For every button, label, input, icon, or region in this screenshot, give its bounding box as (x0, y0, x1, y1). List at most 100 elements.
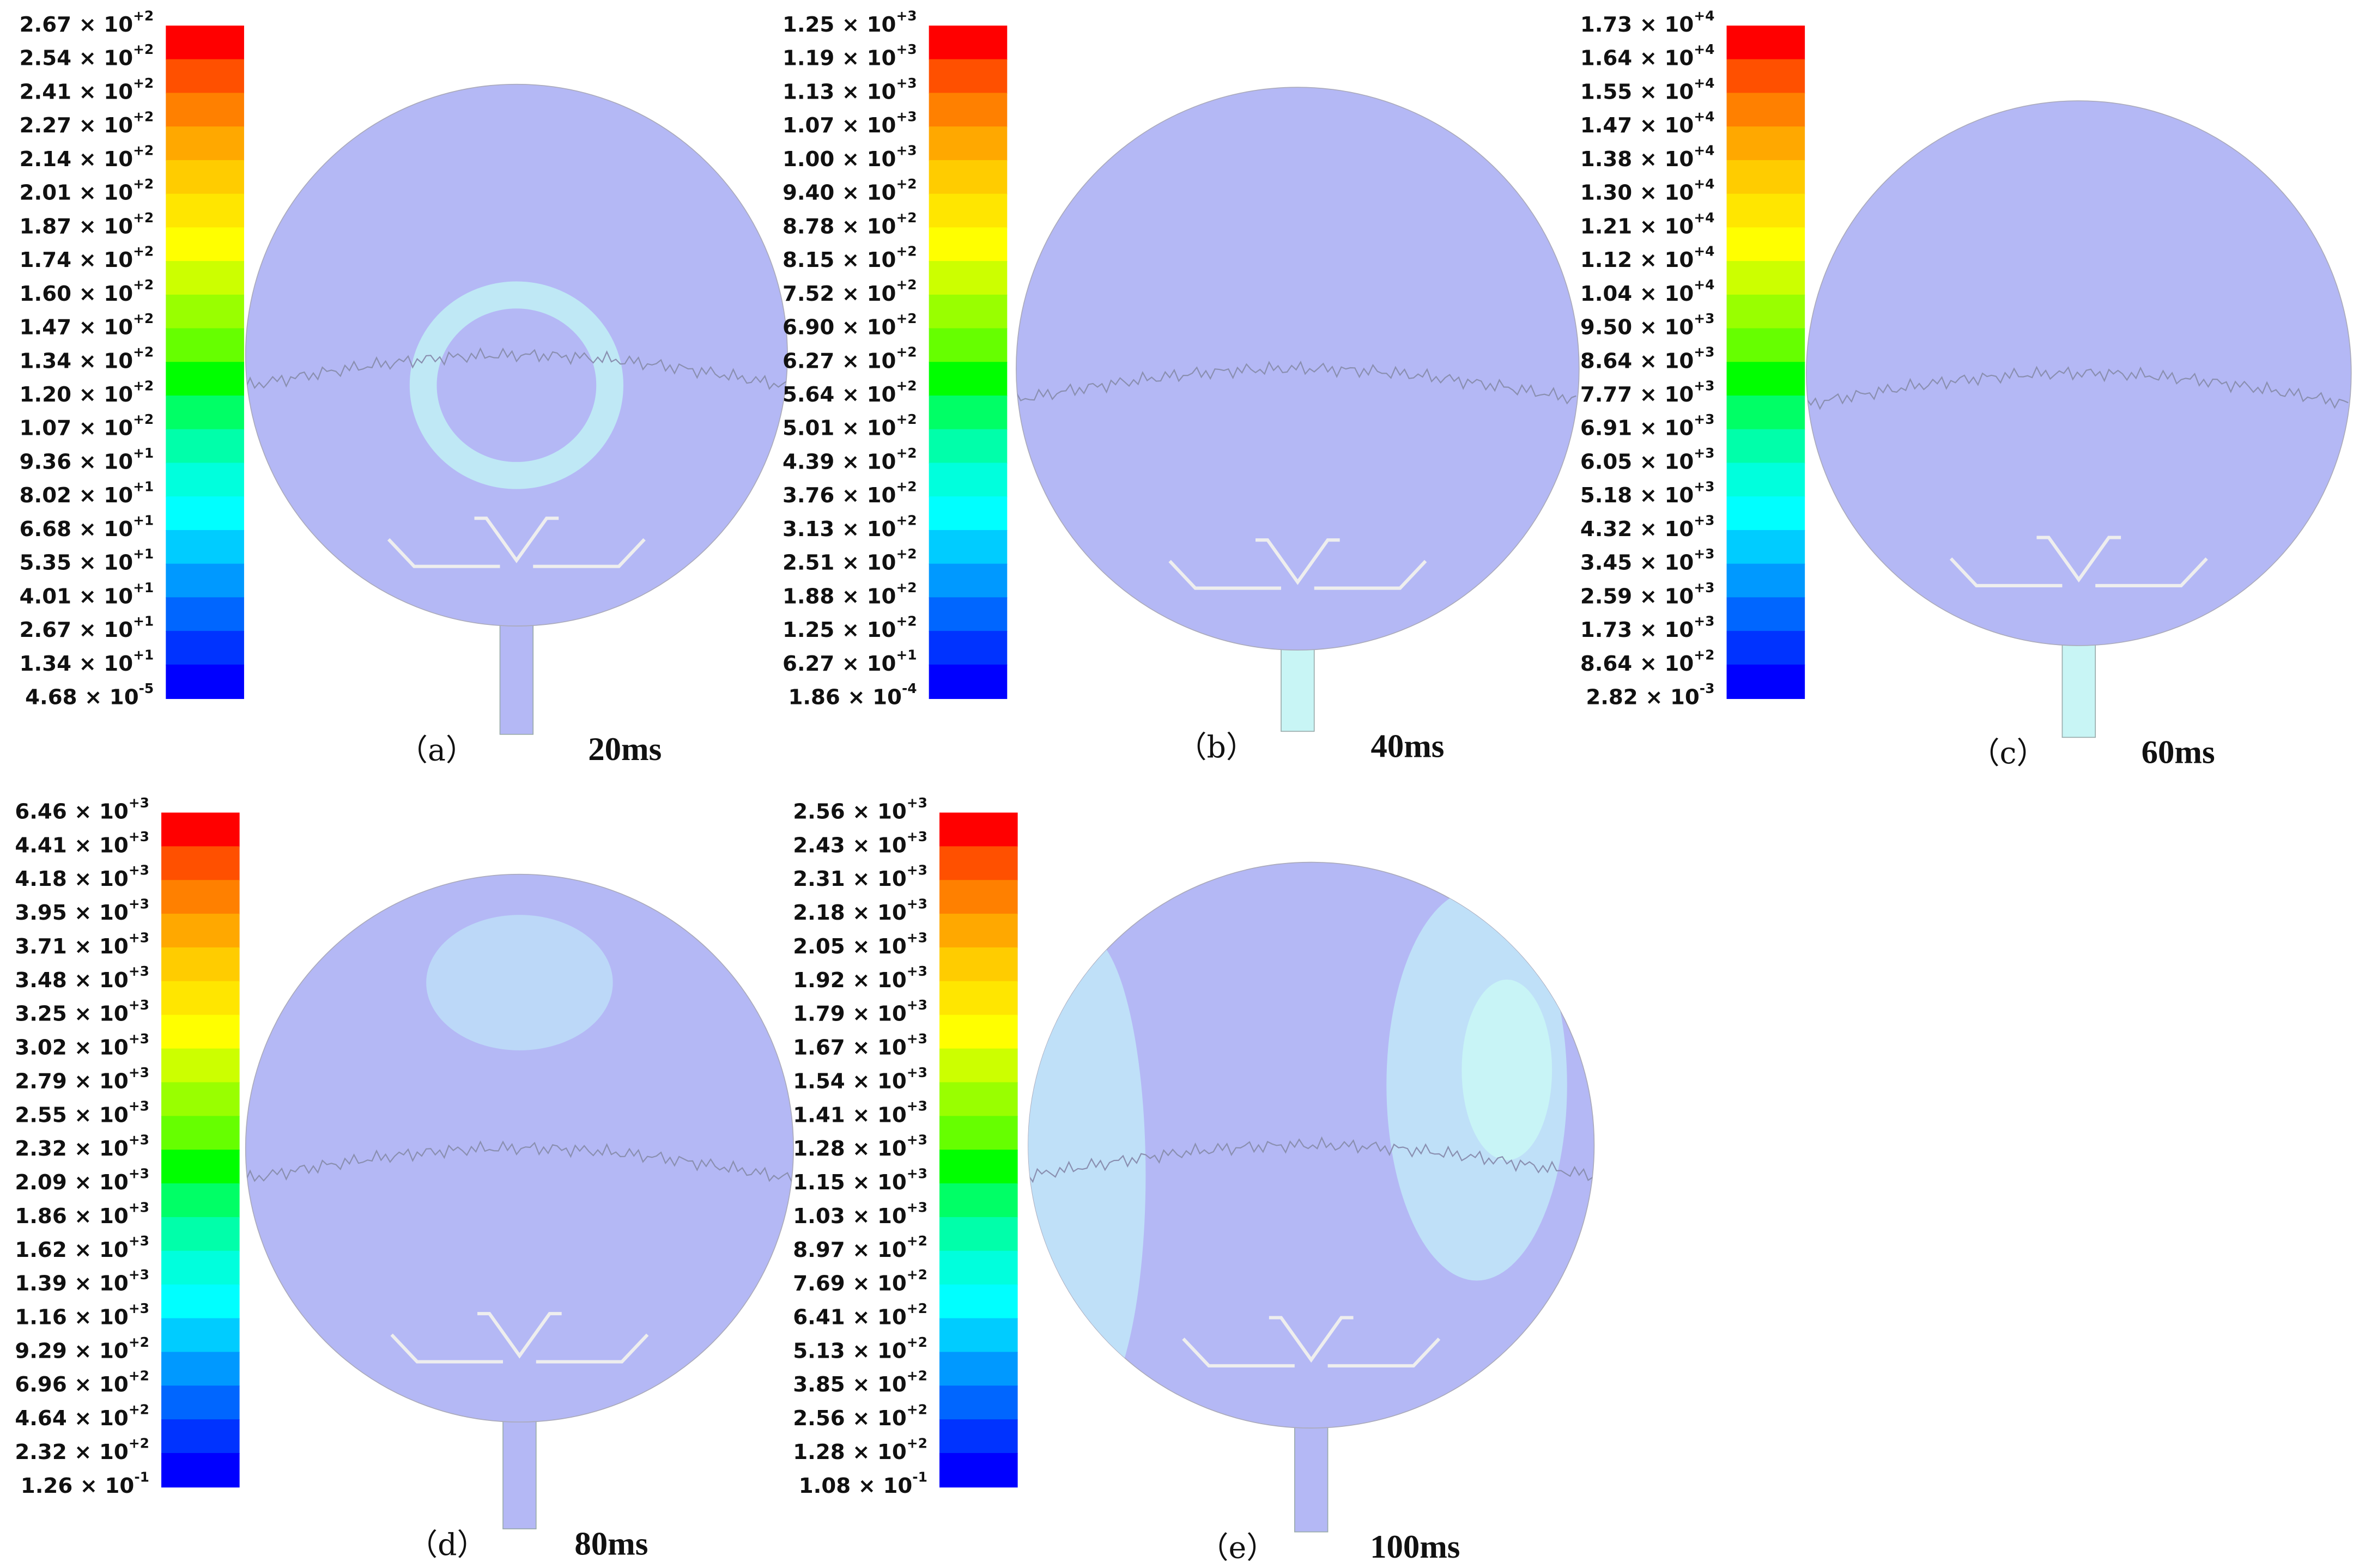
legend-base: 1.16 × 10 (15, 1305, 128, 1329)
interface-line (1806, 366, 2349, 410)
legend-base: 1.41 × 10 (793, 1103, 906, 1127)
legend-label: 1.08 × 10-1 (799, 1469, 927, 1498)
colorbar-band (939, 947, 1018, 982)
legend-exponent: +2 (896, 479, 917, 495)
legend-base: 1.60 × 10 (20, 281, 133, 306)
colorbar-band (939, 1150, 1018, 1184)
colorbar-band (939, 1318, 1018, 1353)
legend-exponent: +3 (896, 109, 917, 125)
legend-exponent: +3 (129, 1233, 149, 1249)
colorbar-band (161, 846, 240, 881)
legend-label: 1.16 × 10+3 (15, 1300, 149, 1329)
legend-base: 9.36 × 10 (20, 449, 133, 474)
legend-base: 1.73 × 10 (1580, 12, 1694, 37)
colorbar-band (1726, 59, 1805, 94)
v-plate (2036, 536, 2121, 583)
colorbar-band (1726, 664, 1805, 699)
colorbar-band (929, 25, 1008, 60)
legend-base: 8.97 × 10 (793, 1237, 906, 1262)
legend-label: 5.13 × 10+2 (793, 1334, 927, 1363)
legend-label: 2.32 × 10+3 (15, 1132, 149, 1161)
legend-base: 9.40 × 10 (783, 180, 896, 205)
legend-label: 3.76 × 10+2 (783, 479, 917, 508)
legend-base: 5.35 × 10 (20, 550, 133, 575)
legend-exponent: +2 (133, 176, 154, 192)
colorbar-band (929, 664, 1008, 699)
legend-base: 3.45 × 10 (1580, 550, 1694, 575)
legend-label: 1.55 × 10+4 (1580, 75, 1715, 104)
legend-exponent: +3 (129, 1065, 149, 1080)
legend-label: 9.40 × 10+2 (783, 176, 917, 205)
legend-base: 1.04 × 10 (1580, 281, 1694, 306)
legend-base: 6.05 × 10 (1580, 449, 1694, 474)
legend-base: 2.31 × 10 (793, 867, 906, 891)
legend-exponent: +2 (129, 1435, 149, 1451)
legend-base: 1.13 × 10 (783, 80, 896, 104)
legend-base: 4.18 × 10 (15, 867, 128, 891)
legend-base: 1.39 × 10 (15, 1271, 128, 1296)
legend-label: 1.60 × 10+2 (20, 277, 154, 306)
colorbar-band (161, 1217, 240, 1252)
legend-base: 3.13 × 10 (783, 516, 896, 541)
legend-base: 5.13 × 10 (793, 1339, 906, 1363)
colorbar-band (161, 914, 240, 949)
colorbar-band (166, 664, 244, 699)
legend-exponent: +3 (907, 795, 927, 811)
legend-exponent: +4 (1694, 176, 1714, 192)
legend-base: 1.73 × 10 (1580, 618, 1694, 642)
legend-exponent: +2 (896, 613, 917, 629)
colorbar-band (1726, 429, 1805, 464)
baffle (387, 538, 500, 568)
legend-base: 2.09 × 10 (15, 1170, 128, 1195)
legend-label: 1.86 × 10+3 (15, 1199, 149, 1228)
legend-label: 7.69 × 10+2 (793, 1267, 927, 1296)
legend-exponent: +2 (133, 41, 154, 57)
legend-exponent: +3 (129, 1132, 149, 1148)
legend-label: 1.47 × 10+4 (1580, 109, 1715, 138)
legend-base: 2.55 × 10 (15, 1103, 128, 1127)
legend-base: 6.41 × 10 (793, 1305, 906, 1329)
interface-line (245, 1140, 793, 1183)
colorbar-band (1726, 261, 1805, 296)
legend-exponent: +2 (133, 311, 154, 326)
legend-label: 1.25 × 10+2 (783, 613, 917, 642)
legend-label: 4.68 × 10-5 (25, 680, 154, 709)
panel-label: （a） (398, 733, 476, 768)
legend-exponent: +3 (129, 862, 149, 878)
legend-exponent: +3 (907, 1199, 927, 1215)
legend-base: 1.34 × 10 (20, 651, 133, 676)
legend-label: 4.64 × 10+2 (15, 1402, 149, 1431)
interface-line (1028, 1136, 1593, 1183)
colorbar-band (1726, 463, 1805, 497)
legend-base: 1.30 × 10 (1580, 180, 1694, 205)
legend-exponent: +2 (133, 277, 154, 293)
legend-exponent: +1 (133, 512, 154, 528)
legend-exponent: +2 (1694, 647, 1714, 663)
panel-time: 20ms (588, 731, 662, 768)
colorbar-band (1726, 227, 1805, 262)
legend-exponent: +2 (907, 1435, 927, 1451)
legend-exponent: +2 (896, 512, 917, 528)
legend-label: 1.34 × 10+1 (20, 647, 154, 676)
legend-label: 1.30 × 10+4 (1580, 176, 1715, 205)
colorbar-band (939, 880, 1018, 915)
vessel-content (1806, 366, 2349, 410)
colorbar-band (939, 1419, 1018, 1454)
legend-exponent: +2 (896, 344, 917, 360)
legend-base: 6.46 × 10 (15, 799, 128, 824)
legend-exponent: -3 (1700, 680, 1715, 696)
legend-label: 1.07 × 10+2 (20, 411, 154, 440)
colorbar-band (166, 597, 244, 632)
colorbar-band (939, 981, 1018, 1016)
legend-base: 1.86 × 10 (15, 1204, 128, 1228)
legend-label: 1.41 × 10+3 (793, 1098, 927, 1127)
legend-base: 1.08 × 10 (799, 1473, 912, 1498)
legend-exponent: +2 (129, 1334, 149, 1350)
legend-exponent: +1 (133, 613, 154, 629)
legend-label: 8.78 × 10+2 (783, 210, 917, 239)
legend-exponent: +2 (907, 1402, 927, 1418)
vessel-content (1016, 360, 1576, 405)
colorbar-band (929, 395, 1008, 430)
panel: 2.56 × 10+32.43 × 10+32.31 × 10+32.18 × … (793, 795, 1595, 1565)
legend-base: 1.25 × 10 (783, 12, 896, 37)
